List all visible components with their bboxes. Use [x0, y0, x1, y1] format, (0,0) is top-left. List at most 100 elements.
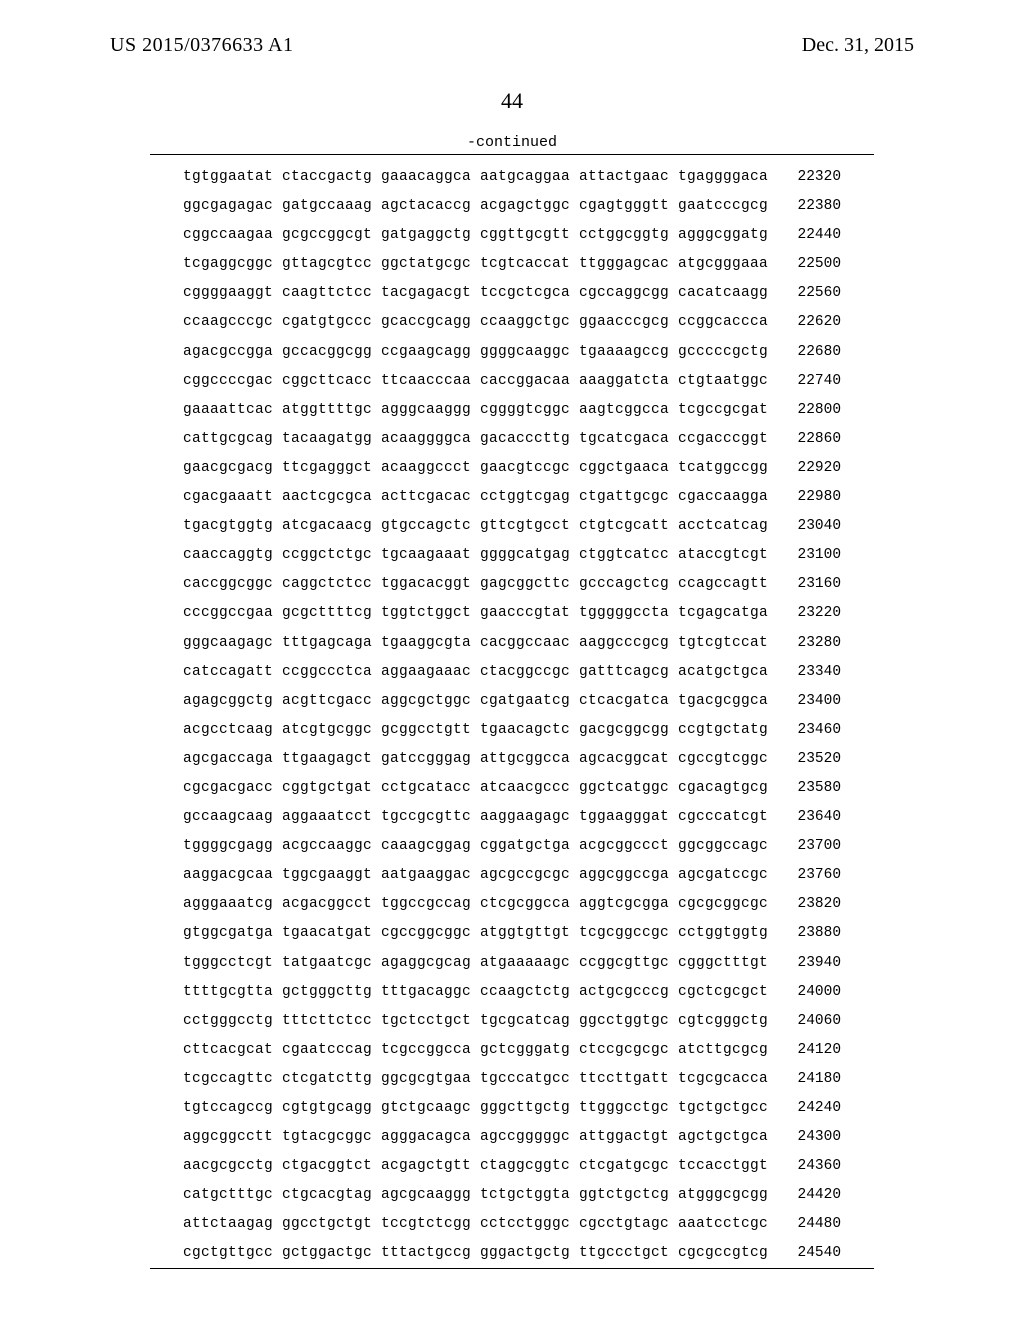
sequence-position: 24120	[786, 1043, 841, 1058]
sequence-position: 23520	[786, 752, 841, 767]
sequence-position: 22500	[786, 257, 841, 272]
sequence-text: gtggcgatga tgaacatgat cgccggcggc atggtgt…	[183, 926, 768, 941]
sequence-row: ggcgagagac gatgccaaag agctacaccg acgagct…	[0, 199, 1024, 214]
sequence-position: 22920	[786, 461, 841, 476]
sequence-row: agggaaatcg acgacggcct tggccgccag ctcgcgg…	[0, 897, 1024, 912]
sequence-row: tgacgtggtg atcgacaacg gtgccagctc gttcgtg…	[0, 519, 1024, 534]
sequence-position: 23760	[786, 868, 841, 883]
sequence-row: cattgcgcag tacaagatgg acaaggggca gacaccc…	[0, 432, 1024, 447]
sequence-text: agagcggctg acgttcgacc aggcgctggc cgatgaa…	[183, 694, 768, 709]
sequence-text: caccggcggc caggctctcc tggacacggt gagcggc…	[183, 577, 768, 592]
sequence-row: catgctttgc ctgcacgtag agcgcaaggg tctgctg…	[0, 1188, 1024, 1203]
sequence-text: cctgggcctg tttcttctcc tgctcctgct tgcgcat…	[183, 1014, 768, 1029]
sequence-text: tcgccagttc ctcgatcttg ggcgcgtgaa tgcccat…	[183, 1072, 768, 1087]
sequence-position: 22980	[786, 490, 841, 505]
sequence-row: gaacgcgacg ttcgagggct acaaggccct gaacgtc…	[0, 461, 1024, 476]
sequence-row: gtggcgatga tgaacatgat cgccggcggc atggtgt…	[0, 926, 1024, 941]
sequence-text: agacgccgga gccacggcgg ccgaagcagg ggggcaa…	[183, 345, 768, 360]
sequence-position: 23040	[786, 519, 841, 534]
sequence-row: cggggaaggt caagttctcc tacgagacgt tccgctc…	[0, 286, 1024, 301]
sequence-row: cgcgacgacc cggtgctgat cctgcatacc atcaacg…	[0, 781, 1024, 796]
sequence-position: 22740	[786, 374, 841, 389]
publication-number: US 2015/0376633 A1	[110, 34, 293, 57]
sequence-text: tgtccagccg cgtgtgcagg gtctgcaagc gggcttg…	[183, 1101, 768, 1116]
sequence-row: cccggccgaa gcgcttttcg tggtctggct gaacccg…	[0, 606, 1024, 621]
sequence-row: caaccaggtg ccggctctgc tgcaagaaat ggggcat…	[0, 548, 1024, 563]
sequence-position: 24360	[786, 1159, 841, 1174]
sequence-row: gaaaattcac atggttttgc agggcaaggg cggggtc…	[0, 403, 1024, 418]
sequence-text: tgggcctcgt tatgaatcgc agaggcgcag atgaaaa…	[183, 956, 768, 971]
sequence-text: cgacgaaatt aactcgcgca acttcgacac cctggtc…	[183, 490, 768, 505]
sequence-row: tgggcctcgt tatgaatcgc agaggcgcag atgaaaa…	[0, 956, 1024, 971]
sequence-text: tcgaggcggc gttagcgtcc ggctatgcgc tcgtcac…	[183, 257, 768, 272]
sequence-row: tcgccagttc ctcgatcttg ggcgcgtgaa tgcccat…	[0, 1072, 1024, 1087]
sequence-row: gggcaagagc tttgagcaga tgaaggcgta cacggcc…	[0, 636, 1024, 651]
sequence-row: aggcggcctt tgtacgcggc agggacagca agccggg…	[0, 1130, 1024, 1145]
sequence-row: tgtccagccg cgtgtgcagg gtctgcaagc gggcttg…	[0, 1101, 1024, 1116]
sequence-position: 23100	[786, 548, 841, 563]
sequence-position: 23940	[786, 956, 841, 971]
sequence-position: 23340	[786, 665, 841, 680]
rule-bottom	[150, 1268, 874, 1269]
sequence-position: 23400	[786, 694, 841, 709]
sequence-row: cctgggcctg tttcttctcc tgctcctgct tgcgcat…	[0, 1014, 1024, 1029]
sequence-position: 22680	[786, 345, 841, 360]
sequence-position: 22440	[786, 228, 841, 243]
sequence-position: 22380	[786, 199, 841, 214]
sequence-position: 22800	[786, 403, 841, 418]
sequence-text: caaccaggtg ccggctctgc tgcaagaaat ggggcat…	[183, 548, 768, 563]
sequence-position: 22320	[786, 170, 841, 185]
sequence-position: 24300	[786, 1130, 841, 1145]
sequence-row: aaggacgcaa tggcgaaggt aatgaaggac agcgccg…	[0, 868, 1024, 883]
sequence-text: aacgcgcctg ctgacggtct acgagctgtt ctaggcg…	[183, 1159, 768, 1174]
sequence-text: cccggccgaa gcgcttttcg tggtctggct gaacccg…	[183, 606, 768, 621]
sequence-text: cggccaagaa gcgccggcgt gatgaggctg cggttgc…	[183, 228, 768, 243]
sequence-text: cggggaaggt caagttctcc tacgagacgt tccgctc…	[183, 286, 768, 301]
sequence-row: catccagatt ccggccctca aggaagaaac ctacggc…	[0, 665, 1024, 680]
sequence-text: aaggacgcaa tggcgaaggt aatgaaggac agcgccg…	[183, 868, 768, 883]
sequence-row: attctaagag ggcctgctgt tccgtctcgg cctcctg…	[0, 1217, 1024, 1232]
sequence-row: agcgaccaga ttgaagagct gatccgggag attgcgg…	[0, 752, 1024, 767]
sequence-row: acgcctcaag atcgtgcggc gcggcctgtt tgaacag…	[0, 723, 1024, 738]
sequence-text: aggcggcctt tgtacgcggc agggacagca agccggg…	[183, 1130, 768, 1145]
sequence-position: 23220	[786, 606, 841, 621]
sequence-row: caccggcggc caggctctcc tggacacggt gagcggc…	[0, 577, 1024, 592]
sequence-position: 23880	[786, 926, 841, 941]
sequence-text: cttcacgcat cgaatcccag tcgccggcca gctcggg…	[183, 1043, 768, 1058]
sequence-text: agggaaatcg acgacggcct tggccgccag ctcgcgg…	[183, 897, 768, 912]
sequence-text: tgacgtggtg atcgacaacg gtgccagctc gttcgtg…	[183, 519, 768, 534]
sequence-position: 24480	[786, 1217, 841, 1232]
sequence-row: cgacgaaatt aactcgcgca acttcgacac cctggtc…	[0, 490, 1024, 505]
sequence-position: 23700	[786, 839, 841, 854]
sequence-row: cggccccgac cggcttcacc ttcaacccaa caccgga…	[0, 374, 1024, 389]
sequence-row: ttttgcgtta gctgggcttg tttgacaggc ccaagct…	[0, 985, 1024, 1000]
sequence-row: ccaagcccgc cgatgtgccc gcaccgcagg ccaaggc…	[0, 315, 1024, 330]
sequence-text: acgcctcaag atcgtgcggc gcggcctgtt tgaacag…	[183, 723, 768, 738]
patent-page: US 2015/0376633 A1 Dec. 31, 2015 44 -con…	[0, 0, 1024, 1320]
sequence-position: 23280	[786, 636, 841, 651]
sequence-row: gccaagcaag aggaaatcct tgccgcgttc aaggaag…	[0, 810, 1024, 825]
sequence-position: 23460	[786, 723, 841, 738]
sequence-text: ggcgagagac gatgccaaag agctacaccg acgagct…	[183, 199, 768, 214]
sequence-row: tcgaggcggc gttagcgtcc ggctatgcgc tcgtcac…	[0, 257, 1024, 272]
sequence-position: 24000	[786, 985, 841, 1000]
rule-top	[150, 154, 874, 155]
sequence-text: attctaagag ggcctgctgt tccgtctcgg cctcctg…	[183, 1217, 768, 1232]
sequence-text: tggggcgagg acgccaaggc caaagcggag cggatgc…	[183, 839, 768, 854]
sequence-text: catccagatt ccggccctca aggaagaaac ctacggc…	[183, 665, 768, 680]
sequence-text: cgctgttgcc gctggactgc tttactgccg gggactg…	[183, 1246, 768, 1261]
sequence-text: ttttgcgtta gctgggcttg tttgacaggc ccaagct…	[183, 985, 768, 1000]
sequence-text: cggccccgac cggcttcacc ttcaacccaa caccgga…	[183, 374, 768, 389]
sequence-text: catgctttgc ctgcacgtag agcgcaaggg tctgctg…	[183, 1188, 768, 1203]
sequence-position: 23580	[786, 781, 841, 796]
sequence-position: 24420	[786, 1188, 841, 1203]
sequence-row: cgctgttgcc gctggactgc tttactgccg gggactg…	[0, 1246, 1024, 1261]
sequence-text: gaaaattcac atggttttgc agggcaaggg cggggtc…	[183, 403, 768, 418]
sequence-row: cttcacgcat cgaatcccag tcgccggcca gctcggg…	[0, 1043, 1024, 1058]
sequence-position: 23820	[786, 897, 841, 912]
sequence-text: gccaagcaag aggaaatcct tgccgcgttc aaggaag…	[183, 810, 768, 825]
sequence-text: ccaagcccgc cgatgtgccc gcaccgcagg ccaaggc…	[183, 315, 768, 330]
sequence-position: 22620	[786, 315, 841, 330]
page-number: 44	[0, 88, 1024, 114]
sequence-row: agacgccgga gccacggcgg ccgaagcagg ggggcaa…	[0, 345, 1024, 360]
